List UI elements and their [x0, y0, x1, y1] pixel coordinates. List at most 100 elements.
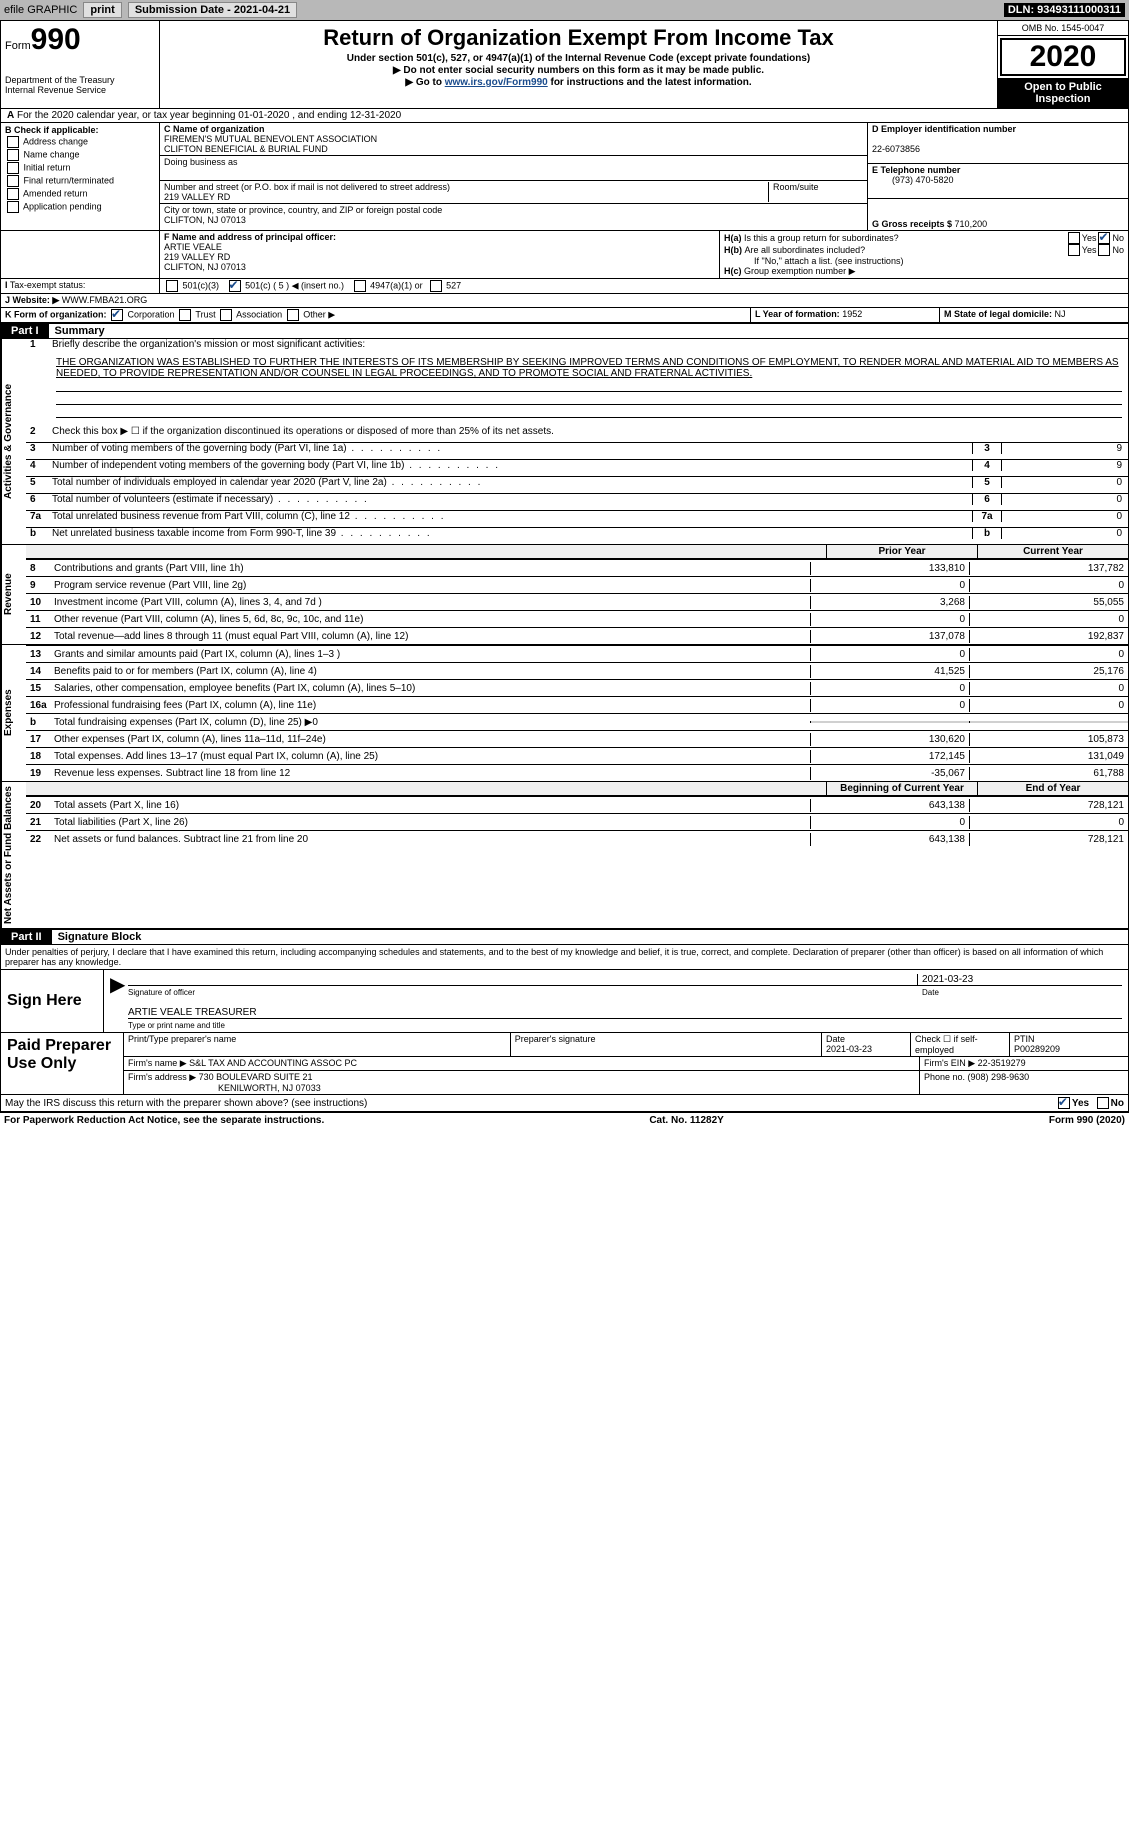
line-a-tax-year: A For the 2020 calendar year, or tax yea… [1, 109, 1128, 123]
org-name-label: C Name of organization [164, 124, 265, 134]
website-label: Website: ▶ [13, 295, 62, 305]
data-row: 21Total liabilities (Part X, line 26)00 [26, 813, 1128, 830]
self-employed-check[interactable]: Check ☐ if self-employed [911, 1033, 1010, 1056]
data-row: 9Program service revenue (Part VIII, lin… [26, 576, 1128, 593]
chk-final-return[interactable]: Final return/terminated [5, 175, 155, 187]
subtitle-1: Under section 501(c), 527, or 4947(a)(1)… [166, 53, 991, 64]
firm-addr1: 730 BOULEVARD SUITE 21 [199, 1072, 313, 1082]
type-name-label: Type or print name and title [128, 1021, 1122, 1030]
sign-arrow-icon: ▶ [110, 972, 128, 1030]
sign-here-label: Sign Here [1, 970, 104, 1032]
firm-name: S&L TAX AND ACCOUNTING ASSOC PC [189, 1058, 357, 1068]
chk-other[interactable] [287, 309, 299, 321]
chk-application-pending[interactable]: Application pending [5, 201, 155, 213]
chk-name-change[interactable]: Name change [5, 149, 155, 161]
chk-association[interactable] [220, 309, 232, 321]
firm-phone-label: Phone no. [924, 1072, 968, 1082]
form-header: Form990 Department of the Treasury Inter… [1, 21, 1128, 109]
org-name-2: CLIFTON BENEFICIAL & BURIAL FUND [164, 144, 328, 154]
hb-no-checkbox[interactable] [1098, 244, 1110, 256]
chk-trust[interactable] [179, 309, 191, 321]
open-inspection-label: Open to Public Inspection [998, 78, 1128, 108]
sign-date: 2021-03-23 [917, 974, 1122, 985]
data-row: 12Total revenue—add lines 8 through 11 (… [26, 627, 1128, 644]
preparer-sig-label: Preparer's signature [515, 1034, 596, 1044]
chk-4947[interactable] [354, 280, 366, 292]
summary-line: 7aTotal unrelated business revenue from … [26, 510, 1128, 527]
part-1-header: Part I Summary [1, 323, 1128, 339]
omb-number: OMB No. 1545-0047 [998, 21, 1128, 36]
city-label: City or town, state or province, country… [164, 205, 442, 215]
tax-exempt-label: Tax-exempt status: [10, 280, 86, 290]
col-end-year: End of Year [977, 782, 1128, 795]
footer-left: For Paperwork Reduction Act Notice, see … [4, 1115, 324, 1126]
firm-ein-label: Firm's EIN ▶ [924, 1058, 978, 1068]
chk-527[interactable] [430, 280, 442, 292]
preparer-name-label: Print/Type preparer's name [128, 1034, 236, 1044]
firm-name-label: Firm's name ▶ [128, 1058, 189, 1068]
mission-label: Briefly describe the organization's miss… [52, 339, 1126, 350]
penalties-text: Under penalties of perjury, I declare th… [1, 945, 1128, 970]
firm-addr-label: Firm's address ▶ [128, 1072, 199, 1082]
ha-no-checkbox[interactable] [1098, 232, 1110, 244]
state-domicile-value: NJ [1055, 309, 1066, 319]
vtab-governance: Activities & Governance [1, 339, 26, 544]
officer-addr2: CLIFTON, NJ 07013 [164, 262, 246, 272]
data-row: 20Total assets (Part X, line 16)643,1387… [26, 796, 1128, 813]
form-title: Return of Organization Exempt From Incom… [166, 25, 991, 51]
ha-yes-checkbox[interactable] [1068, 232, 1080, 244]
vtab-expenses: Expenses [1, 645, 26, 781]
subtitle-2: ▶ Do not enter social security numbers o… [166, 65, 991, 76]
dln-label: DLN: 93493111000311 [1004, 3, 1125, 17]
form990-link[interactable]: www.irs.gov/Form990 [445, 77, 548, 88]
mission-text: THE ORGANIZATION WAS ESTABLISHED TO FURT… [56, 357, 1122, 379]
data-row: 13Grants and similar amounts paid (Part … [26, 645, 1128, 662]
firm-addr2: KENILWORTH, NJ 07033 [128, 1083, 321, 1093]
website-value: WWW.FMBA21.ORG [62, 295, 148, 305]
footer-mid: Cat. No. 11282Y [649, 1115, 723, 1126]
data-row: 11Other revenue (Part VIII, column (A), … [26, 610, 1128, 627]
data-row: 15Salaries, other compensation, employee… [26, 679, 1128, 696]
hb-yes-checkbox[interactable] [1068, 244, 1080, 256]
dba-label: Doing business as [164, 157, 238, 167]
org-name-1: FIREMEN'S MUTUAL BENEVOLENT ASSOCIATION [164, 134, 377, 144]
gross-receipts-value: 710,200 [955, 219, 988, 229]
state-domicile-label: M State of legal domicile: [944, 309, 1055, 319]
chk-501c[interactable] [229, 280, 241, 292]
summary-line: 5Total number of individuals employed in… [26, 476, 1128, 493]
officer-addr1: 219 VALLEY RD [164, 252, 230, 262]
vtab-net-assets: Net Assets or Fund Balances [1, 782, 26, 928]
part-2-header: Part II Signature Block [1, 929, 1128, 945]
preparer-date: 2021-03-23 [826, 1044, 872, 1054]
discuss-yes-checkbox[interactable] [1058, 1097, 1070, 1109]
hc-label: Group exemption number ▶ [744, 266, 855, 276]
firm-ein: 22-3519279 [978, 1058, 1026, 1068]
subtitle-3: ▶ Go to www.irs.gov/Form990 for instruct… [166, 77, 991, 88]
box-b-checkboxes: B Check if applicable: Address change Na… [1, 123, 160, 230]
officer-name-title: ARTIE VEALE TREASURER [128, 1007, 257, 1018]
year-formation-label: L Year of formation: [755, 309, 842, 319]
data-row: 16aProfessional fundraising fees (Part I… [26, 696, 1128, 713]
city-value: CLIFTON, NJ 07013 [164, 215, 246, 225]
officer-name: ARTIE VEALE [164, 242, 222, 252]
data-row: 18Total expenses. Add lines 13–17 (must … [26, 747, 1128, 764]
chk-501c3[interactable] [166, 280, 178, 292]
sig-date-label: Date [922, 988, 1122, 997]
print-button[interactable]: print [83, 2, 121, 18]
data-row: bTotal fundraising expenses (Part IX, co… [26, 713, 1128, 730]
col-beginning-year: Beginning of Current Year [826, 782, 977, 795]
chk-address-change[interactable]: Address change [5, 136, 155, 148]
dept-label: Department of the Treasury [5, 75, 155, 85]
phone-label: E Telephone number [872, 165, 960, 175]
form-org-label: K Form of organization: [5, 309, 107, 319]
chk-corporation[interactable] [111, 309, 123, 321]
discuss-no-checkbox[interactable] [1097, 1097, 1109, 1109]
data-row: 17Other expenses (Part IX, column (A), l… [26, 730, 1128, 747]
line-2-text: Check this box ▶ ☐ if the organization d… [52, 426, 1126, 437]
officer-label: F Name and address of principal officer: [164, 232, 336, 242]
data-row: 19Revenue less expenses. Subtract line 1… [26, 764, 1128, 781]
chk-initial-return[interactable]: Initial return [5, 162, 155, 174]
submission-date-field: Submission Date - 2021-04-21 [128, 2, 297, 18]
hb-label: Are all subordinates included? [745, 245, 1066, 255]
chk-amended-return[interactable]: Amended return [5, 188, 155, 200]
